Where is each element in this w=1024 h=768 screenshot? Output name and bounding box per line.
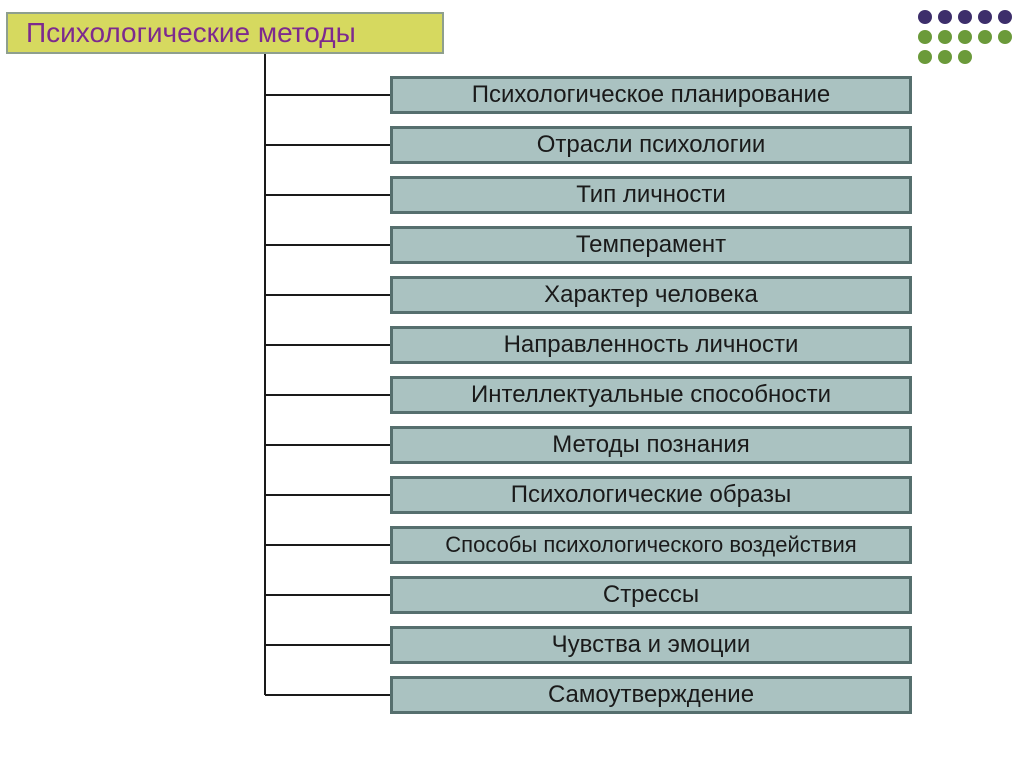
- tree-item-label: Характер человека: [544, 282, 758, 308]
- tree-item: Самоутверждение: [390, 676, 912, 714]
- decor-dot: [998, 30, 1012, 44]
- tree-item-label: Тип личности: [576, 182, 726, 208]
- tree-item: Стрессы: [390, 576, 912, 614]
- tree-item-label: Темперамент: [576, 232, 726, 258]
- dot-grid-icon: [918, 10, 1012, 64]
- decor-dot: [978, 30, 992, 44]
- decor-dot: [958, 30, 972, 44]
- decor-dot: [998, 10, 1012, 24]
- tree-item-label: Психологические образы: [511, 482, 792, 508]
- items-area: Психологическое планирование Отрасли псих…: [0, 0, 1024, 768]
- tree-item-label: Отрасли психологии: [537, 132, 766, 158]
- tree-item-label: Самоутверждение: [548, 682, 754, 708]
- decor-dot: [938, 10, 952, 24]
- tree-item-label: Психологическое планирование: [472, 82, 831, 108]
- decor-dot: [938, 50, 952, 64]
- tree-item: Психологическое планирование: [390, 76, 912, 114]
- tree-item-label: Направленность личности: [504, 332, 799, 358]
- tree-item-label: Способы психологического воздействия: [445, 533, 856, 557]
- tree-item: Тип личности: [390, 176, 912, 214]
- tree-item: Методы познания: [390, 426, 912, 464]
- decor-dot: [918, 10, 932, 24]
- decor-dot: [978, 10, 992, 24]
- decor-dot: [918, 50, 932, 64]
- decor-dot: [938, 30, 952, 44]
- tree-item: Способы психологического воздействия: [390, 526, 912, 564]
- decor-dot: [958, 50, 972, 64]
- tree-item: Темперамент: [390, 226, 912, 264]
- tree-item: Чувства и эмоции: [390, 626, 912, 664]
- tree-item-label: Методы познания: [552, 432, 750, 458]
- tree-item-label: Чувства и эмоции: [552, 632, 751, 658]
- decor-dot: [978, 50, 992, 64]
- tree-item-label: Стрессы: [603, 582, 699, 608]
- tree-item: Направленность личности: [390, 326, 912, 364]
- tree-item: Психологические образы: [390, 476, 912, 514]
- decor-dot: [918, 30, 932, 44]
- tree-item: Интеллектуальные способности: [390, 376, 912, 414]
- decor-dot: [998, 50, 1012, 64]
- tree-item-label: Интеллектуальные способности: [471, 382, 831, 408]
- tree-item: Характер человека: [390, 276, 912, 314]
- tree-item: Отрасли психологии: [390, 126, 912, 164]
- decor-dot: [958, 10, 972, 24]
